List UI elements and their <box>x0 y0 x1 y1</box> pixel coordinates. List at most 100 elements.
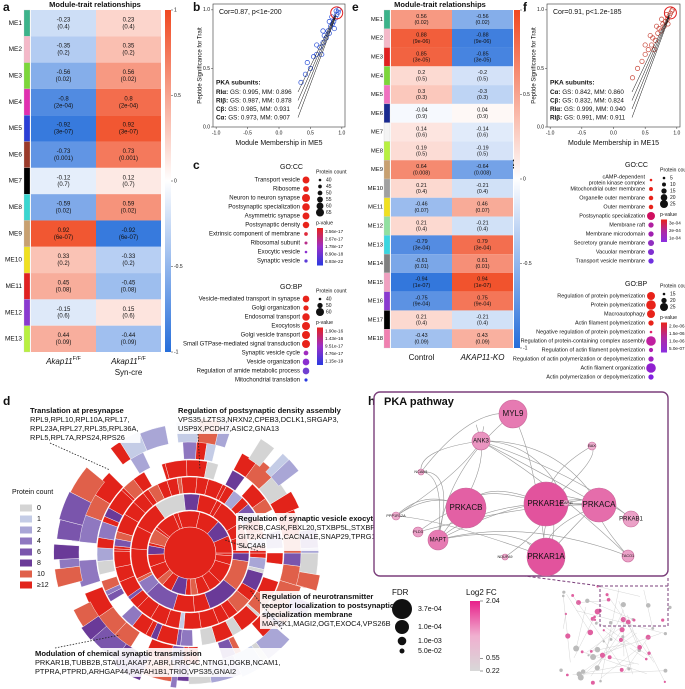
annotation-genes: USP9X,PCDH7,ASIC2,GNA13 <box>178 424 279 433</box>
heat-cell <box>391 28 452 48</box>
subunit-text: Cβ: GS: 0.832, MM: 0.824 <box>550 97 624 104</box>
go-dot <box>647 310 655 318</box>
mini-edge <box>593 633 661 658</box>
mini-edge <box>580 630 633 678</box>
legend-swatch <box>20 526 32 534</box>
network-node <box>498 399 528 429</box>
module-label: ME10 <box>368 186 384 192</box>
sunburst-wedge <box>96 547 114 562</box>
cell-p: (3e-07) <box>119 130 138 136</box>
legend-label: 20 <box>670 195 676 201</box>
heat-cell <box>96 10 161 37</box>
legend-title: p-value <box>660 315 677 321</box>
leader <box>197 433 201 471</box>
cell-p: (3e-07) <box>54 130 73 136</box>
cell-p: (0.02) <box>475 20 489 26</box>
scatter-point <box>326 19 332 25</box>
network-edge <box>420 440 482 473</box>
p-label: 2e-04 <box>669 228 681 233</box>
legend-label: 0.22 <box>486 668 500 675</box>
cell-value: 0.2 <box>418 70 426 76</box>
cell-value: -0.79 <box>415 239 427 245</box>
scatter-point <box>304 60 310 66</box>
module-color <box>383 122 391 142</box>
network-node <box>445 487 487 529</box>
go-dot <box>302 367 310 375</box>
cell-value: 0.73 <box>123 149 135 155</box>
go-term: Regulation of protein-containing complex… <box>521 338 646 344</box>
mini-node <box>625 619 631 625</box>
heat-cell <box>96 299 161 326</box>
mini-node <box>645 634 651 640</box>
legend-dot <box>316 308 324 316</box>
mini-node <box>647 651 651 655</box>
go-dot <box>304 232 308 236</box>
legend-label: 10 <box>670 182 676 188</box>
cell-value: 0.04 <box>477 108 488 114</box>
subunit-text: RIα: GS: 0.995, MM: 0.896 <box>216 89 292 96</box>
cell-value: -0.56 <box>476 14 488 20</box>
legend-title: Protein count <box>316 288 347 294</box>
heat-cell <box>31 220 96 247</box>
module-label: ME8 <box>371 148 384 154</box>
module-color <box>23 62 31 90</box>
annotation-title: Regulation of synaptic vesicle exocytosi… <box>238 514 388 523</box>
node-label: PRKAR1B <box>527 499 564 508</box>
go-dot <box>303 186 309 192</box>
legend-title: Protein count <box>660 283 685 289</box>
legend-title: Protein count <box>12 489 53 496</box>
scatter-point <box>629 75 636 81</box>
scatter-point <box>665 21 671 27</box>
scatter-point <box>331 26 337 32</box>
sunburst-wedge <box>248 438 275 467</box>
go-dot <box>302 176 310 184</box>
mini-node <box>663 680 666 683</box>
cell-p: (3e-04) <box>474 245 492 251</box>
heatmap-title: Module-trait relationships <box>394 0 486 9</box>
cell-p: (0.07) <box>475 208 489 214</box>
cell-p: (9e-06) <box>413 39 431 45</box>
mini-node <box>663 668 668 673</box>
annotation-genes: PRKCB,CASK,FBXL20,STXBP5L,STXBP5, <box>238 523 381 532</box>
module-color <box>23 272 31 300</box>
sunburst-wedge <box>121 605 143 627</box>
go-dot <box>302 313 310 321</box>
heat-cell <box>31 299 96 326</box>
pointer <box>631 13 670 93</box>
mini-node <box>644 657 648 661</box>
x-tick-label: 1.0 <box>673 130 680 136</box>
y-tick-label: 1.0 <box>537 7 544 13</box>
mini-node <box>602 640 605 643</box>
cell-value: -0.46 <box>415 202 427 208</box>
subunit-name: RIα: <box>216 89 228 96</box>
cell-value: -0.04 <box>415 108 427 114</box>
column-label: Akap11F/F <box>110 356 146 366</box>
legend-dot <box>660 194 668 201</box>
cell-value: 0.75 <box>477 296 488 302</box>
node-label: TACO1 <box>622 554 634 558</box>
mini-edge <box>597 586 641 597</box>
cell-value: 0.56 <box>416 14 427 20</box>
heat-cell <box>391 235 452 255</box>
y-tick-label: 0.0 <box>203 124 210 130</box>
annotation-genes: RPL9,RPL10,RPL10A,RPL17, <box>30 415 129 424</box>
p-gradient <box>317 228 323 266</box>
legend-label: 15 <box>670 291 676 297</box>
heat-cell <box>31 115 96 142</box>
legend-dot <box>661 297 667 304</box>
cell-p: (0.7) <box>57 182 69 188</box>
column-name: Control <box>409 353 435 362</box>
correlation: Cor=0.87, p<1e-200 <box>219 9 282 16</box>
legend-title: p-value <box>316 220 333 226</box>
mini-node <box>599 679 602 683</box>
legend-dot <box>317 196 323 203</box>
go-term: Outer membrane <box>603 204 645 210</box>
module-color <box>23 220 31 247</box>
module-color <box>23 36 31 63</box>
mini-edge <box>588 625 617 656</box>
sunburst-wedge <box>180 476 198 494</box>
scatter-point <box>333 8 339 14</box>
module-label: ME15 <box>368 280 384 286</box>
mini-node <box>593 618 597 621</box>
module-color <box>383 235 391 255</box>
